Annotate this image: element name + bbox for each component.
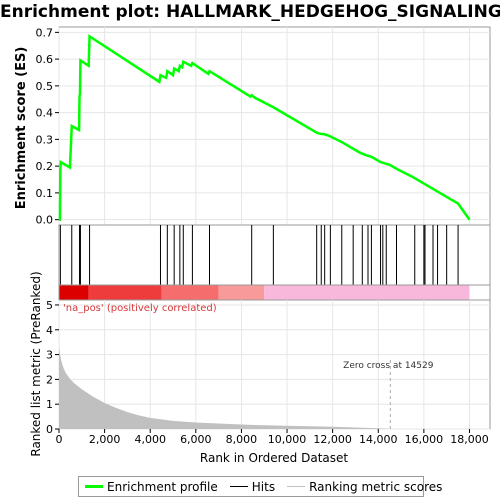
xlabel: Rank in Ordered Dataset — [200, 451, 348, 465]
xtick-label: 18,000 — [450, 433, 489, 446]
zero-cross-label: Zero cross at 14529 — [343, 361, 434, 371]
legend-metric-swatch — [287, 486, 306, 487]
metric-area — [59, 347, 470, 429]
rank-bar-segment — [59, 285, 89, 300]
xtick-label: 2,000 — [89, 433, 121, 446]
rank-bar-segment — [264, 285, 470, 300]
legend-enrichment-swatch — [85, 485, 103, 488]
es-ytick-label: 0.6 — [36, 53, 54, 66]
legend-hits-swatch — [229, 486, 248, 487]
xtick-label: 10,000 — [268, 433, 307, 446]
xtick-label: 4,000 — [134, 433, 166, 446]
rank-bar-segment — [218, 285, 265, 300]
es-ytick-label: 0.2 — [36, 160, 54, 173]
legend-hits-label: Hits — [251, 479, 276, 494]
rank-bar-segment — [88, 285, 162, 300]
xtick-label: 8,000 — [226, 433, 258, 446]
metric-ylabel: Ranked list metric (PreRanked) — [29, 271, 43, 456]
legend: Enrichment profile Hits Ranking metric s… — [78, 476, 442, 497]
legend-metric-label: Ranking metric scores — [309, 479, 443, 494]
xtick-label: 0 — [56, 433, 63, 446]
es-ytick-label: 0.1 — [36, 187, 54, 200]
metric-panel-frame — [58, 299, 491, 430]
chart-title: Enrichment plot: HALLMARK_HEDGEHOG_SIGNA… — [0, 2, 500, 22]
xtick-label: 16,000 — [405, 433, 444, 446]
pos-label: 'na_pos' (positively correlated) — [63, 303, 217, 314]
es-ylabel: Enrichment score (ES) — [14, 47, 29, 210]
es-ytick-label: 0.4 — [36, 107, 54, 120]
es-ytick-label: 0.7 — [36, 26, 54, 39]
legend-enrichment-label: Enrichment profile — [107, 479, 218, 494]
rank-bar-segment — [161, 285, 219, 300]
metric-ytick-label: 4 — [46, 324, 53, 337]
legend-item-hits: Hits — [229, 479, 276, 494]
metric-ytick-label: 0 — [46, 423, 53, 436]
metric-ytick-label: 5 — [46, 299, 53, 312]
es-ytick-label: 0.0 — [36, 214, 54, 227]
es-panel-frame — [58, 26, 491, 226]
es-ytick-label: 0.5 — [36, 80, 54, 93]
xtick-label: 6,000 — [180, 433, 212, 446]
legend-item-enrichment: Enrichment profile — [85, 480, 218, 494]
xtick-label: 14,000 — [359, 433, 398, 446]
metric-ytick-label: 3 — [46, 349, 53, 362]
legend-item-metric: Ranking metric scores — [287, 480, 442, 494]
hits-panel-frame — [58, 224, 491, 286]
es-ytick-label: 0.3 — [36, 133, 54, 146]
metric-ytick-label: 1 — [46, 398, 53, 411]
metric-ytick-label: 2 — [46, 373, 53, 386]
xtick-label: 12,000 — [313, 433, 352, 446]
es-line — [58, 34, 471, 221]
